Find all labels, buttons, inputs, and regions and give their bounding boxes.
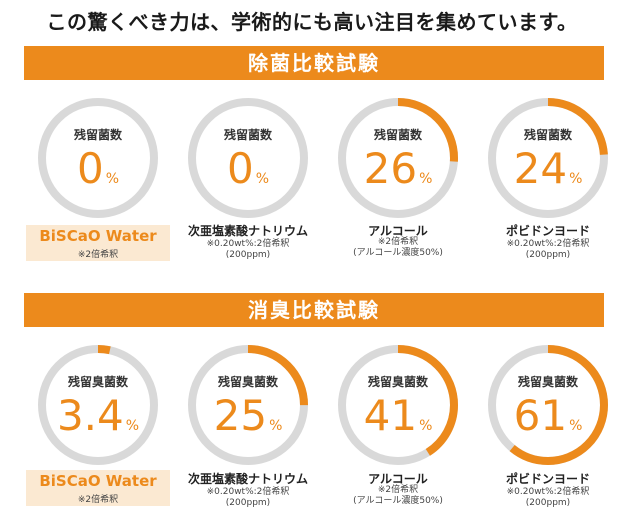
gauge-value-unit: % [419,171,433,187]
product-name: ポビドンヨード [505,472,590,486]
gauge-value-unit: % [269,418,283,434]
gauge-value-number: 3.4 [56,391,124,440]
gauge-fill-arc [488,345,608,465]
progress-ring: 残留臭菌数 25% [186,343,310,467]
sterilization-results-row: 残留菌数 0% BiSCaO Water ※2倍希釈 残留菌数 0% 次亜塩素酸ナト… [0,92,624,272]
progress-ring: 残留菌数 26% [336,96,460,220]
gauge-fill-arc [338,98,458,218]
progress-ring: 残留臭菌数 3.4% [36,343,160,467]
gauge-label: 残留菌数 [523,128,572,142]
product-name: アルコール [368,224,428,238]
gauge-svg [188,98,308,218]
gauge-label: 残留臭菌数 [67,375,128,389]
gauge-fill-arc [38,345,158,465]
product-name: BiSCaO Water [39,472,157,490]
gauge-value: 41% [336,391,460,440]
product-name: 次亜塩素酸ナトリウム [187,224,308,238]
gauge-value-number: 0 [226,144,254,193]
progress-ring: 残留臭菌数 61% [486,343,610,467]
gauge-value: 61% [486,391,610,440]
gauge-fill-arc [488,98,608,218]
product-name: アルコール [368,472,428,486]
gauge-label: 残留菌数 [73,128,122,142]
gauge-svg [338,98,458,218]
page-headline: この驚くべき力は、学術的にも高い注目を集めています。 [46,10,578,34]
gauge-value: 3.4% [36,391,160,440]
gauge-svg [488,98,608,218]
gauge-value-number: 61 [513,391,568,440]
gauge-value-number: 41 [363,391,418,440]
gauge-value-unit: % [569,418,583,434]
dilution-note: ※2倍希釈 [77,250,119,260]
progress-ring: 残留菌数 0% [186,96,310,220]
dilution-note: ※2倍希釈 [377,485,419,495]
gauge-value: 24% [486,144,610,193]
gauge-fill-arc [338,345,458,465]
gauge-track [38,98,158,218]
gauge-fill-arc [188,345,308,465]
gauge-track [188,98,308,218]
concentration-note: (200ppm) [525,498,571,508]
progress-ring: 残留臭菌数 41% [336,343,460,467]
gauge-value-unit: % [105,171,120,187]
dilution-note: ※2倍希釈 [77,495,119,505]
gauge-value-unit: % [569,171,583,187]
gauge-value-number: 0 [76,144,104,193]
gauge-svg [38,98,158,218]
product-name: 次亜塩素酸ナトリウム [187,472,308,486]
dilution-note: ※2倍希釈 [377,237,419,247]
gauge-label: 残留菌数 [373,128,422,142]
product-name: ポビドンヨード [505,224,590,238]
progress-ring: 残留菌数 0% [36,96,160,220]
brand-label-box: BiSCaO Water ※2倍希釈 [26,470,170,506]
dilution-note: ※0.20wt%:2倍希釈 [206,487,290,497]
dilution-note: ※0.20wt%:2倍希釈 [506,487,590,497]
gauge-label: 残留菌数 [223,128,272,142]
concentration-note: (アルコール濃度50%) [353,248,443,258]
gauge-value-number: 24 [513,144,568,193]
gauge-value-unit: % [125,418,140,434]
concentration-note: (200ppm) [225,250,271,260]
dilution-note: ※0.20wt%:2倍希釈 [206,239,290,249]
gauge-label: 残留臭菌数 [367,375,428,389]
section-title-deodorization: 消臭比較試験 [24,293,604,327]
concentration-note: (アルコール濃度50%) [353,496,443,506]
gauge-value-unit: % [419,418,433,434]
gauge-value: 0% [186,144,310,193]
dilution-note: ※0.20wt%:2倍希釈 [506,239,590,249]
gauge-svg [488,345,608,465]
deodorization-results-row: 残留臭菌数 3.4% BiSCaO Water ※2倍希釈 残留臭菌数 25% 次亜… [0,339,624,526]
concentration-note: (200ppm) [525,250,571,260]
gauge-value: 25% [186,391,310,440]
gauge-svg [188,345,308,465]
concentration-note: (200ppm) [225,498,271,508]
product-name: BiSCaO Water [39,227,157,245]
progress-ring: 残留菌数 24% [486,96,610,220]
gauge-value-number: 26 [363,144,418,193]
gauge-label: 残留臭菌数 [217,375,278,389]
section-title-sterilization: 除菌比較試験 [24,46,604,80]
gauge-svg [38,345,158,465]
gauge-svg [338,345,458,465]
gauge-value: 26% [336,144,460,193]
gauge-label: 残留臭菌数 [517,375,578,389]
gauge-value-unit: % [255,171,270,187]
gauge-value: 0% [36,144,160,193]
brand-label-box: BiSCaO Water ※2倍希釈 [26,225,170,261]
gauge-value-number: 25 [213,391,268,440]
